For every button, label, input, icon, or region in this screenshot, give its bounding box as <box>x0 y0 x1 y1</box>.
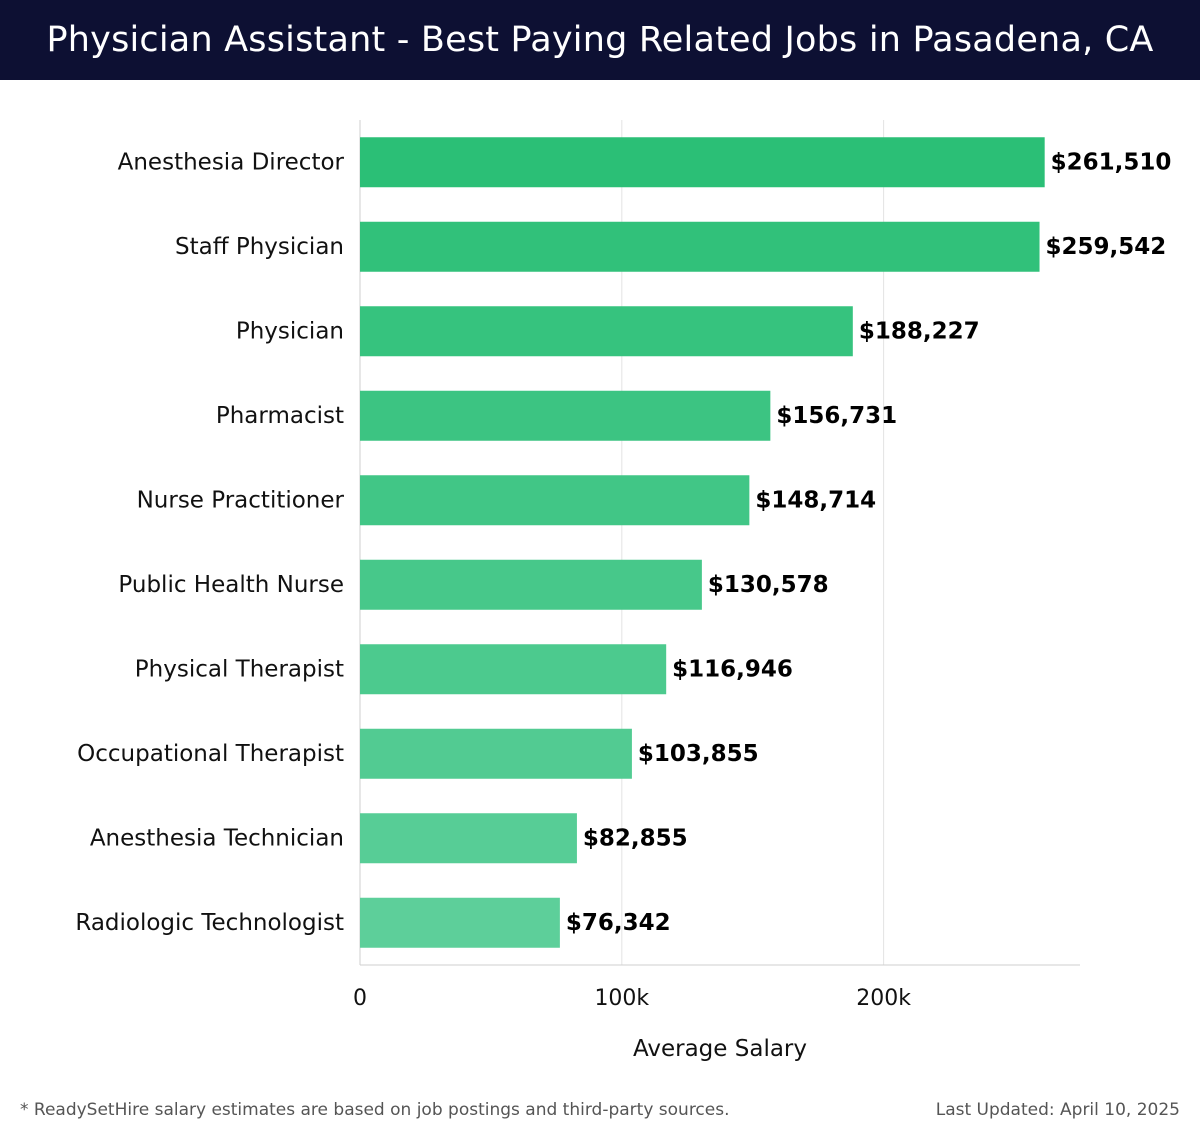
x-tick-label: 100k <box>594 986 649 1011</box>
bar <box>360 306 853 357</box>
bar <box>360 559 702 610</box>
bar <box>360 813 577 864</box>
chart-header: Physician Assistant - Best Paying Relate… <box>0 0 1200 80</box>
bar-chart: Anesthesia Director $261,510 Staff Physici… <box>75 120 1172 1062</box>
value-label: $103,855 <box>638 741 759 767</box>
category-label: Pharmacist <box>216 403 344 429</box>
value-label: $116,946 <box>672 656 793 682</box>
category-label: Public Health Nurse <box>118 572 344 598</box>
source-note: * ReadySetHire salary estimates are base… <box>20 1100 730 1120</box>
category-label: Anesthesia Technician <box>90 825 344 851</box>
category-label: Staff Physician <box>175 234 344 260</box>
last-updated: Last Updated: April 10, 2025 <box>935 1100 1180 1120</box>
value-label: $188,227 <box>859 318 980 344</box>
category-label: Radiologic Technologist <box>75 910 344 936</box>
category-label: Anesthesia Director <box>118 149 345 175</box>
value-label: $82,855 <box>583 825 688 851</box>
bar <box>360 390 771 441</box>
bar <box>360 221 1040 272</box>
bar <box>360 644 667 695</box>
value-label: $261,510 <box>1051 149 1172 175</box>
category-label: Occupational Therapist <box>77 741 344 767</box>
category-label: Nurse Practitioner <box>137 487 345 513</box>
x-axis-title: Average Salary <box>633 1036 807 1062</box>
bar <box>360 728 632 779</box>
bar <box>360 897 560 948</box>
x-tick-label: 200k <box>856 986 911 1011</box>
chart-title: Physician Assistant - Best Paying Relate… <box>46 20 1154 60</box>
value-label: $76,342 <box>566 910 671 936</box>
value-label: $156,731 <box>776 403 897 429</box>
bar <box>360 137 1045 188</box>
value-label: $259,542 <box>1046 234 1167 260</box>
x-tick-label: 0 <box>353 986 367 1011</box>
value-label: $148,714 <box>755 487 876 513</box>
value-label: $130,578 <box>708 572 829 598</box>
bar <box>360 475 750 526</box>
category-label: Physician <box>236 318 344 344</box>
category-label: Physical Therapist <box>135 656 344 682</box>
